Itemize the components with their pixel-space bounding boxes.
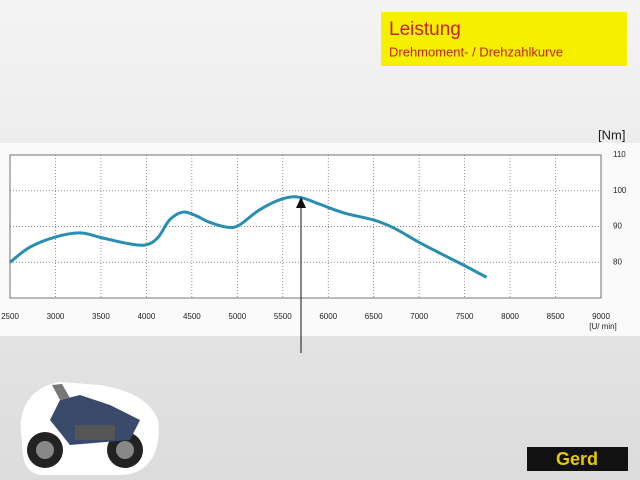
y-tick-label: 80 [613,257,622,266]
body [50,395,140,445]
x-tick-label: 9000 [592,312,610,321]
logo-box [527,447,628,471]
x-tick-label: 7500 [456,312,474,321]
x-tick-label: 6000 [319,312,337,321]
chart-title: Leistung [389,19,461,40]
y-tick-label: 90 [613,222,622,231]
x-tick-label: 7000 [410,312,428,321]
rear-hub [116,441,134,459]
x-tick-label: 2500 [1,312,19,321]
y-tick-label: 110 [613,150,626,159]
x-tick-label: 3000 [47,312,65,321]
motorcycle-illustration [20,382,159,475]
x-tick-label: 5500 [274,312,292,321]
plot-area [9,154,602,299]
x-tick-label: 5000 [228,312,246,321]
y-tick-label: 100 [613,186,627,195]
x-tick-label: 4000 [137,312,155,321]
plot: 2500 3000 3500 4000 4500 5000 5500 6000 6500 7000… [1,150,627,321]
windshield [52,384,70,400]
chart-subtitle: Drehmoment- / Drehzahlkurve [389,44,563,59]
engine [75,425,115,440]
x-axis-label: [U/ min] [589,322,617,331]
front-hub [36,441,54,459]
title-box [381,12,627,66]
x-tick-label: 4500 [183,312,201,321]
y-axis-label: [Nm] [598,127,625,142]
x-tick-label: 6500 [365,312,383,321]
x-tick-label: 8000 [501,312,519,321]
logo: Gerd [556,449,598,469]
arrow-head [296,197,306,208]
x-tick-label: 8500 [547,312,565,321]
torque-curve [9,195,488,279]
x-tick-label: 3500 [92,312,110,321]
